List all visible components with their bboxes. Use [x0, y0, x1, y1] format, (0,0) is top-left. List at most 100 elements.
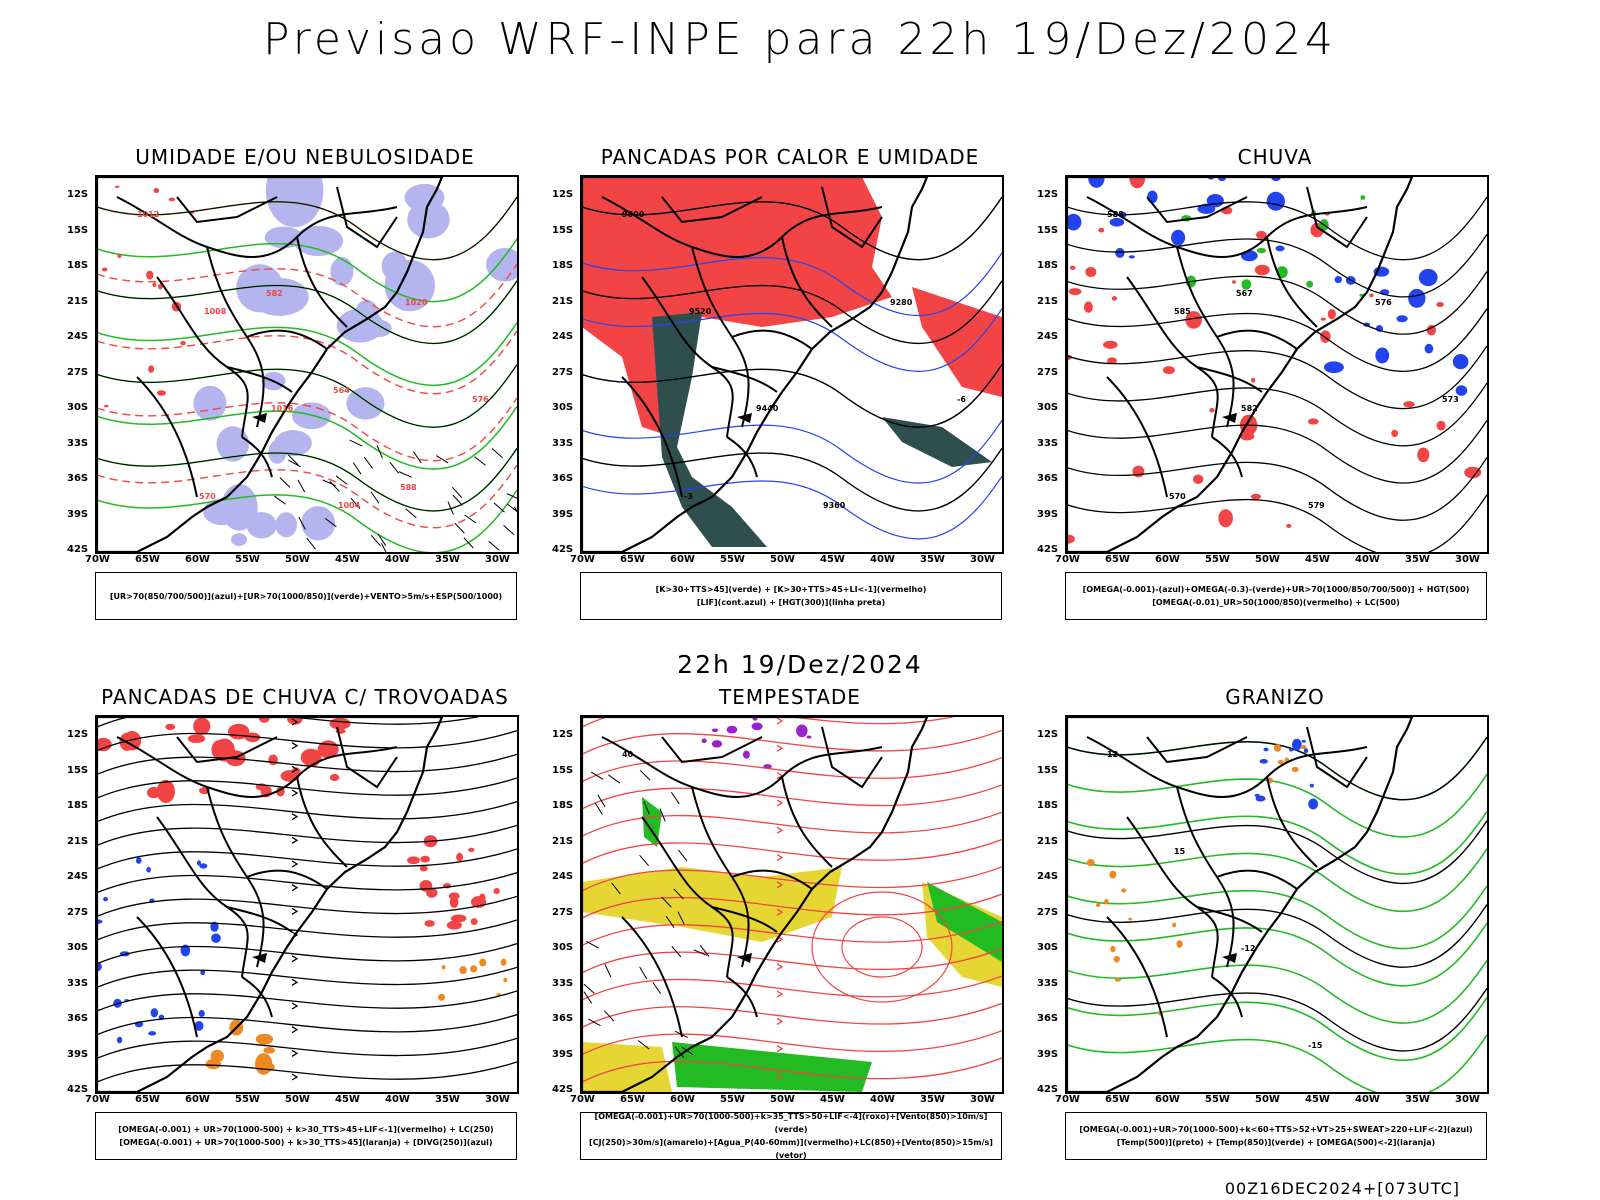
contour-label: 9520	[689, 307, 712, 316]
field-patch	[1334, 276, 1342, 284]
flow-arrow	[291, 742, 299, 750]
streamline	[582, 811, 1002, 837]
contours	[1067, 736, 1487, 1052]
wind-vector	[297, 479, 306, 493]
lake-shape	[1222, 413, 1237, 423]
lon-tick-label: 65W	[1105, 554, 1130, 565]
contour-line	[1067, 736, 1487, 801]
streamline	[97, 966, 517, 988]
field-patch	[146, 866, 151, 873]
lat-tick-label: 21S	[552, 295, 574, 307]
field-patch	[336, 308, 384, 343]
streamline	[582, 1030, 1002, 1056]
country-border	[136, 376, 198, 498]
country-border	[156, 816, 249, 978]
field-patch	[198, 1009, 205, 1018]
field-patch	[153, 188, 160, 194]
field-patch	[1308, 798, 1319, 810]
lon-tick-label: 65W	[620, 1094, 645, 1105]
field-patch	[419, 865, 428, 872]
country-border	[781, 776, 833, 868]
country-border	[641, 816, 734, 978]
field-patch	[258, 717, 270, 723]
map-panel: UMIDADE E/OU NEBULOSIDADE 1012 1008 1016 100…	[65, 145, 545, 625]
contour-line	[97, 280, 517, 345]
map-panel: CHUVA 588 585 582 579 576 573 570 567 12S 15S 18S 21…	[1035, 145, 1515, 625]
field-patch	[407, 856, 420, 865]
field-patch	[1185, 311, 1202, 329]
wind-vector	[674, 1046, 685, 1058]
panel-title: CHUVA	[1237, 145, 1313, 169]
lon-tick-label: 55W	[1205, 1094, 1230, 1105]
contour-label: 15	[1174, 847, 1186, 856]
contour-label: 570	[199, 492, 216, 501]
panel-title: PANCADAS POR CALOR E UMIDADE	[600, 145, 980, 169]
panel-title: TEMPESTADE	[719, 685, 861, 709]
panel-legend: [OMEGA(-0.001)-(azul)+OMEGA(-0.3)-(verde…	[1065, 572, 1487, 620]
field-patch	[1104, 899, 1109, 905]
contour-line	[97, 196, 517, 261]
coastline	[582, 177, 929, 552]
contour-label: 588	[1107, 210, 1124, 219]
contour-label: 40	[622, 750, 634, 759]
lon-tick-label: 50W	[1255, 554, 1280, 565]
lat-tick-label: 24S	[1037, 871, 1059, 882]
streamline	[97, 943, 517, 965]
country-border	[241, 436, 273, 478]
country-border	[621, 916, 683, 1038]
k-tts-area	[882, 417, 992, 467]
lon-tick-label: 60W	[670, 554, 695, 565]
wind-vector	[639, 966, 648, 980]
lat-tick-label: 39S	[67, 508, 89, 520]
field-patch	[1241, 279, 1252, 290]
wind-vectors	[583, 769, 710, 1058]
streamline	[582, 1057, 1002, 1083]
field-patch	[268, 440, 287, 464]
lon-tick-label: 45W	[335, 554, 360, 565]
country-border	[726, 436, 758, 478]
contour-line	[1067, 233, 1487, 298]
lat-tick-label: 36S	[67, 473, 89, 484]
cyclone-contour	[841, 916, 923, 978]
field-patch	[1426, 324, 1437, 336]
lat-tick-label: 30S	[1037, 942, 1059, 953]
streamline	[97, 1037, 517, 1059]
contour-label: 567	[1236, 289, 1253, 298]
field-patch	[1068, 288, 1082, 296]
map-frame: 12 15 -12 -15	[1065, 715, 1489, 1094]
contour-line	[1067, 196, 1487, 261]
map-svg: 1012 1008 1016 1004 1020 576 570 582 564 588	[97, 177, 517, 552]
flow-arrow	[291, 907, 299, 915]
field-patch	[726, 725, 738, 734]
wind-vector	[329, 480, 340, 492]
lat-tick-label: 39S	[552, 508, 574, 520]
field-patch	[1147, 190, 1158, 204]
country-border	[1306, 186, 1368, 249]
lat-tick-label: 21S	[1037, 295, 1059, 307]
country-border	[731, 869, 813, 890]
flow-arrow	[776, 1072, 784, 1080]
wind-vector	[381, 543, 387, 552]
wind-vector	[677, 849, 688, 862]
country-border	[136, 916, 198, 1038]
country-border	[1146, 196, 1248, 224]
wind-vector	[693, 949, 707, 956]
field-patch	[1291, 738, 1302, 751]
flow-arrow	[291, 978, 299, 986]
field-patch	[346, 387, 385, 420]
contour-label: 1008	[204, 307, 227, 316]
field-patch	[148, 1031, 157, 1036]
contour-label: 588	[400, 483, 417, 492]
field-patch	[441, 965, 446, 970]
wind-vectors	[273, 439, 517, 552]
panel-legend: [OMEGA(-0.001)+UR>70(1000-500)+k>35_TTS>…	[580, 1112, 1002, 1160]
field-patch	[210, 921, 219, 932]
lake-shape	[737, 413, 752, 423]
field-patch	[806, 735, 812, 739]
field-patch	[437, 993, 446, 1001]
country-border	[336, 186, 398, 249]
wind-vector	[639, 769, 651, 781]
map-svg: 588 585 582 579 576 573 570 567	[1067, 177, 1487, 552]
lon-tick-label: 65W	[135, 554, 160, 565]
wind-vector	[279, 477, 291, 488]
